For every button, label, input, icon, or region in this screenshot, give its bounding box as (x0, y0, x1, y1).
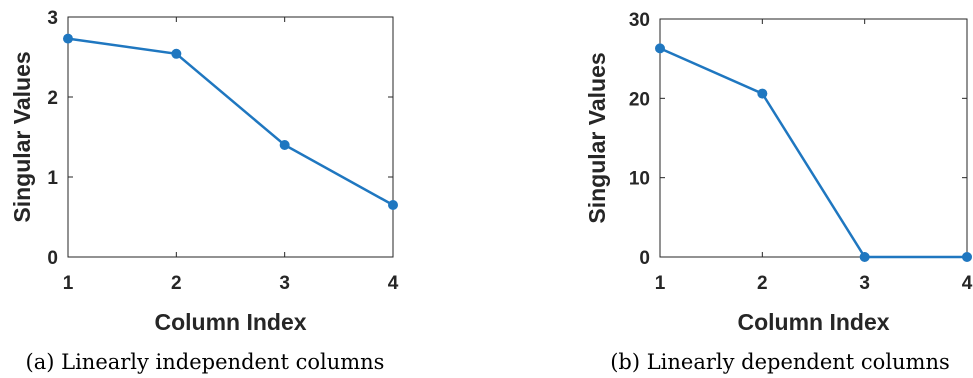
series-line (67, 37, 394, 207)
y-tick-label: 0 (639, 248, 650, 269)
data-point (859, 252, 870, 262)
data-point (757, 88, 768, 99)
series-line (659, 47, 967, 259)
y-tick-label: 2 (47, 88, 58, 109)
data-point (279, 140, 290, 150)
y-tick-label: 3 (47, 8, 58, 29)
plot-area (659, 18, 968, 258)
x-tick-label: 3 (279, 273, 290, 294)
x-tick-label: 4 (388, 273, 399, 294)
data-point (962, 252, 972, 262)
y-tick-label: 20 (629, 89, 650, 110)
data-point (388, 200, 398, 210)
x-axis-title: Column Index (154, 309, 306, 335)
y-tick-label: 0 (47, 248, 58, 269)
x-tick-label: 4 (962, 273, 973, 294)
figure-caption: (a) Linearly independent columns (26, 350, 385, 374)
y-axis-title: Singular Values (9, 51, 35, 222)
x-tick-label: 1 (655, 273, 666, 294)
y-tick-label: 30 (629, 10, 650, 31)
y-tick-label: 10 (629, 169, 650, 190)
data-point (171, 48, 182, 59)
y-tick-label: 1 (47, 168, 58, 189)
x-axis-title: Column Index (737, 309, 889, 335)
data-point (655, 43, 665, 54)
figure-caption: (b) Linearly dependent columns (610, 350, 950, 374)
x-tick-label: 3 (859, 273, 870, 294)
x-tick-label: 2 (757, 273, 768, 294)
x-tick-label: 2 (171, 273, 182, 294)
chart-b: 0 10 20 30 1 2 3 4 Column Index Singular Values (b… (584, 10, 973, 374)
x-tick-label: 1 (63, 273, 74, 294)
y-axis-title: Singular Values (584, 52, 610, 223)
data-point (63, 33, 73, 44)
plot-area (67, 16, 394, 258)
